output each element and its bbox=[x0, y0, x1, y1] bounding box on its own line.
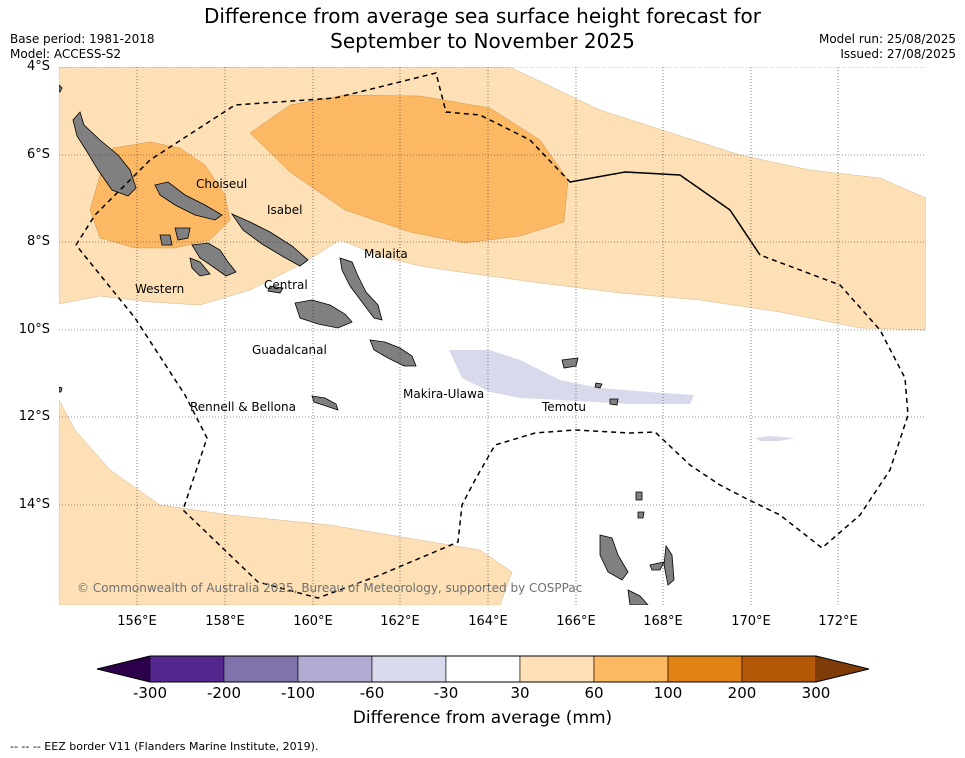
island-rennell bbox=[311, 395, 339, 411]
model-name: Model: ACCESS-S2 bbox=[10, 47, 122, 61]
colorbar-tick: -200 bbox=[206, 684, 242, 702]
island-small-vanuatu-2 bbox=[637, 511, 645, 519]
island-espiritu-santo bbox=[599, 534, 629, 581]
lat-label-14s: 14°S bbox=[18, 497, 50, 512]
issued-date: Issued: 27/08/2025 bbox=[840, 47, 956, 61]
anomaly-region-neg-30-60 bbox=[449, 350, 694, 404]
colorbar-tick: -300 bbox=[132, 684, 168, 702]
map-title-line-1: Difference from average sea surface heig… bbox=[203, 4, 762, 28]
place-isabel: Isabel bbox=[267, 203, 303, 217]
colorbar-under bbox=[97, 656, 150, 682]
eez-border-solomon bbox=[75, 72, 909, 599]
place-central: Central bbox=[264, 278, 308, 292]
island-png-edge bbox=[59, 84, 63, 93]
eez-legend-note: -- -- -- EEZ border V11 (Flanders Marine… bbox=[10, 740, 319, 753]
lat-label-12s: 12°S bbox=[18, 409, 50, 424]
lon-label-172e: 172°E bbox=[818, 614, 858, 629]
colorbar-segment bbox=[371, 655, 447, 683]
island-western-group bbox=[174, 227, 191, 241]
place-guadalcanal: Guadalcanal bbox=[252, 343, 327, 357]
place-western: Western bbox=[135, 282, 185, 296]
map-gridlines bbox=[59, 67, 926, 605]
meta-left: Base period: 1981-2018 Model: ACCESS-S2 bbox=[10, 32, 155, 62]
island-guadalcanal bbox=[294, 299, 353, 329]
island-vella-lavella bbox=[159, 234, 173, 246]
island-isabel bbox=[230, 213, 309, 267]
lon-label-160e: 160°E bbox=[293, 614, 333, 629]
island-central bbox=[267, 285, 284, 294]
lat-label-4s: 4°S bbox=[26, 59, 50, 74]
base-period: Base period: 1981-2018 bbox=[10, 32, 155, 46]
lat-label-8s: 8°S bbox=[26, 234, 50, 249]
colorbar-segment bbox=[445, 655, 521, 683]
island-png-edge-2 bbox=[59, 386, 63, 393]
colorbar-segments bbox=[149, 655, 817, 683]
lat-label-10s: 10°S bbox=[18, 322, 50, 337]
map-layers bbox=[59, 67, 926, 605]
colorbar-segment bbox=[223, 655, 299, 683]
colorbar-tick: 60 bbox=[584, 684, 604, 702]
colorbar-tick: 200 bbox=[727, 684, 757, 702]
copyright-notice: © Commonwealth of Australia 2025, Bureau… bbox=[77, 581, 583, 595]
island-malekula bbox=[627, 589, 649, 605]
island-pentecost bbox=[663, 544, 675, 586]
island-new-georgia bbox=[191, 242, 237, 277]
island-small-vanuatu-1 bbox=[635, 491, 643, 501]
island-malaita bbox=[339, 257, 383, 321]
island-makira bbox=[369, 339, 417, 367]
colorbar-tick: 100 bbox=[653, 684, 683, 702]
lon-label-158e: 158°E bbox=[205, 614, 245, 629]
island-santa-cruz bbox=[561, 357, 579, 369]
map-title: Difference from average sea surface heig… bbox=[0, 4, 965, 54]
lat-label-6s: 6°S bbox=[26, 147, 50, 162]
lon-label-166e: 166°E bbox=[556, 614, 596, 629]
colorbar-segment bbox=[667, 655, 743, 683]
colorbar-segment bbox=[149, 655, 225, 683]
place-choiseul: Choiseul bbox=[196, 177, 248, 191]
colorbar-tick: 30 bbox=[510, 684, 530, 702]
place-temotu: Temotu bbox=[542, 400, 587, 414]
island-ambae bbox=[649, 561, 665, 571]
anomaly-region-neg-30-60-small bbox=[755, 436, 795, 441]
island-bougainville bbox=[72, 111, 137, 197]
lon-label-170e: 170°E bbox=[731, 614, 771, 629]
anomaly-region-60-100-central bbox=[249, 94, 569, 244]
place-rennell-bellona: Rennell & Bellona bbox=[190, 400, 297, 414]
island-vanikoro bbox=[594, 382, 603, 389]
colorbar-tick: -30 bbox=[433, 684, 459, 702]
colorbar bbox=[96, 655, 870, 683]
colorbar-over bbox=[816, 656, 869, 682]
place-makira-ulawa: Makira-Ulawa bbox=[403, 387, 485, 401]
colorbar-tick: -60 bbox=[359, 684, 385, 702]
lon-label-156e: 156°E bbox=[117, 614, 157, 629]
lon-label-168e: 168°E bbox=[643, 614, 683, 629]
colorbar-segment bbox=[297, 655, 373, 683]
colorbar-segment bbox=[519, 655, 595, 683]
colorbar-outline bbox=[96, 655, 870, 683]
colorbar-tick: -100 bbox=[280, 684, 316, 702]
lon-label-162e: 162°E bbox=[380, 614, 420, 629]
island-choiseul bbox=[154, 181, 223, 221]
meta-right: Model run: 25/08/2025 Issued: 27/08/2025 bbox=[819, 32, 956, 62]
eez-border-vanuatu bbox=[569, 171, 761, 256]
colorbar-label: Difference from average (mm) bbox=[352, 708, 613, 728]
colorbar-tick: 300 bbox=[801, 684, 831, 702]
map-title-line-2: September to November 2025 bbox=[330, 29, 635, 53]
colorbar-segment bbox=[593, 655, 669, 683]
island-temotu-south bbox=[609, 398, 619, 406]
anomaly-region-30-60-southwest bbox=[59, 399, 513, 605]
colorbar-segment bbox=[741, 655, 817, 683]
land-masses bbox=[59, 84, 675, 605]
model-run: Model run: 25/08/2025 bbox=[818, 32, 956, 46]
lon-label-164e: 164°E bbox=[468, 614, 508, 629]
island-rendova bbox=[189, 257, 211, 277]
place-malaita: Malaita bbox=[364, 247, 408, 261]
